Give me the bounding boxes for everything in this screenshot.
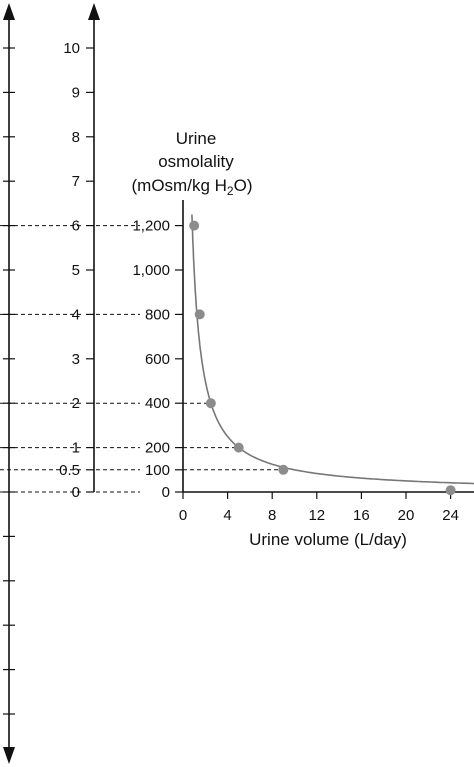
up-arrow-icon <box>88 3 100 20</box>
scale-axis-tick-label: 8 <box>72 129 80 146</box>
x-axis-ticks: 0 4 8 12 16 20 24 <box>179 492 459 524</box>
scale-axis-tick-label: 0.5 <box>59 462 80 479</box>
scale-axis-tick-label: 5 <box>72 262 80 279</box>
scale-axis-tick-label: 6 <box>72 218 80 235</box>
y-axis-tick-label: 0 <box>162 484 170 501</box>
data-point <box>205 398 216 409</box>
y-axis-title-line-1: Urine <box>176 129 217 148</box>
data-point <box>445 485 456 496</box>
y-axis-tick-label: 400 <box>145 395 170 412</box>
y-axis-title-line-2: osmolality <box>158 152 234 171</box>
scale-axis-tick-label: 7 <box>72 173 80 190</box>
y-axis-title-unit-subscript: 2 <box>227 184 234 198</box>
y-axis-title-unit-prefix: (mOsm/kg H <box>132 176 227 195</box>
y-axis-title-unit-suffix: O) <box>234 176 253 195</box>
up-arrow-icon <box>3 3 15 20</box>
data-points <box>189 220 456 496</box>
scale-axis-tick-label: 1 <box>72 440 80 457</box>
left-arrow-axis <box>3 3 15 764</box>
scale-axis-tick-label: 4 <box>72 306 80 323</box>
x-axis-tick-label: 4 <box>223 507 231 524</box>
y-axis-tick-label: 800 <box>145 306 170 323</box>
x-axis-tick-label: 0 <box>179 507 187 524</box>
x-axis-tick-label: 12 <box>308 507 325 524</box>
x-axis-tick-label: 16 <box>353 507 370 524</box>
y-axis-tick-label: 600 <box>145 351 170 368</box>
data-point <box>194 309 205 320</box>
y-axis-tick-label: 100 <box>145 462 170 479</box>
x-axis-title: Urine volume (L/day) <box>249 530 407 549</box>
scale-axis: 0 0.5 1 2 3 4 5 6 7 8 9 10 <box>59 3 100 501</box>
x-axis: 0 4 8 12 16 20 24 Urine volume (L/day) <box>179 491 474 549</box>
data-point <box>233 442 244 453</box>
scale-axis-tick-label: 9 <box>72 84 80 101</box>
x-axis-tick-label: 24 <box>442 507 459 524</box>
x-axis-tick-label: 20 <box>398 507 415 524</box>
y-axis-tick-label: 1,000 <box>132 262 170 279</box>
scale-axis-tick-label: 3 <box>72 351 80 368</box>
y-axis-ticks: 0 100 200 400 600 800 1,000 1,200 <box>132 218 183 501</box>
y-axis-title-line-3: (mOsm/kg H2O) <box>132 176 253 198</box>
scale-axis-tick-label: 2 <box>72 395 80 412</box>
data-point <box>189 220 200 231</box>
x-axis-tick-label: 8 <box>268 507 276 524</box>
down-arrow-icon <box>3 747 15 764</box>
data-point <box>278 464 289 475</box>
scale-axis-ticks: 0 0.5 1 2 3 4 5 6 7 8 9 10 <box>59 40 94 501</box>
scale-axis-tick-label: 0 <box>72 484 80 501</box>
y-axis-tick-label: 1,200 <box>132 218 170 235</box>
scale-axis-tick-label: 10 <box>63 40 80 57</box>
y-axis-tick-label: 200 <box>145 440 170 457</box>
y-axis: 0 100 200 400 600 800 1,000 1,200 Urine osmolal… <box>132 129 253 501</box>
osmolality-volume-curve <box>191 214 474 485</box>
